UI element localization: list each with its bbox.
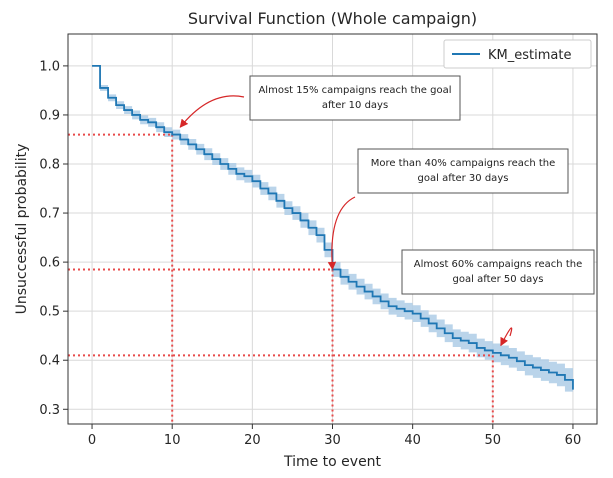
x-axis-label: Time to event (283, 454, 382, 470)
y-tick-label: 0.9 (39, 108, 60, 123)
confidence-band (92, 65, 573, 402)
annotation-3: Almost 60% campaigns reach the goal after… (401, 249, 595, 347)
y-tick-label: 0.3 (39, 403, 60, 418)
x-tick-label: 30 (324, 433, 341, 448)
x-tick-label: 0 (88, 433, 96, 448)
x-tick-label: 20 (244, 433, 261, 448)
annotation-2: More than 40% campaigns reach the goal af… (327, 148, 569, 271)
annotation-1: Almost 15% campaigns reach the goal after… (179, 75, 461, 128)
annotations: Almost 15% campaigns reach the goal after… (179, 75, 595, 347)
annotation-arrow (327, 196, 356, 271)
annotation-text: after 10 days (322, 100, 388, 111)
legend-box (443, 39, 592, 69)
y-axis-label: Unsuccessful probability (14, 144, 30, 315)
annotation-box (249, 75, 461, 121)
annotation-arrow (179, 95, 245, 128)
annotation-text: Almost 60% campaigns reach the (414, 259, 583, 270)
annotation-box (357, 148, 569, 194)
reference-lines (68, 133, 494, 424)
legend: KM_estimate (443, 39, 592, 69)
annotation-text: Almost 15% campaigns reach the goal (258, 85, 451, 96)
y-tick-label: 0.8 (39, 158, 60, 173)
annotation-arrow (500, 327, 513, 347)
annotation-text: goal after 50 days (453, 274, 544, 285)
legend-entry-km-estimate: KM_estimate (488, 48, 571, 63)
chart-title: Survival Function (Whole campaign) (188, 9, 477, 28)
annotation-text: goal after 30 days (418, 173, 509, 184)
y-tick-label: 0.5 (39, 305, 60, 320)
y-tick-label: 0.4 (39, 354, 60, 369)
annotation-text: More than 40% campaigns reach the (371, 158, 556, 169)
y-tick-label: 0.7 (39, 207, 60, 222)
x-tick-label: 40 (404, 433, 421, 448)
x-tick-label: 60 (565, 433, 582, 448)
confidence-band-layer (92, 65, 573, 402)
y-tick-label: 1.0 (39, 59, 60, 74)
x-tick-label: 50 (485, 433, 502, 448)
axis-ticks: 0 10 20 30 40 50 60 0.3 0.4 0.5 0.6 0.7 0.8 0.9 1.0 (39, 59, 581, 448)
x-tick-label: 10 (164, 433, 181, 448)
y-tick-label: 0.6 (39, 256, 60, 271)
annotation-box (401, 249, 595, 295)
